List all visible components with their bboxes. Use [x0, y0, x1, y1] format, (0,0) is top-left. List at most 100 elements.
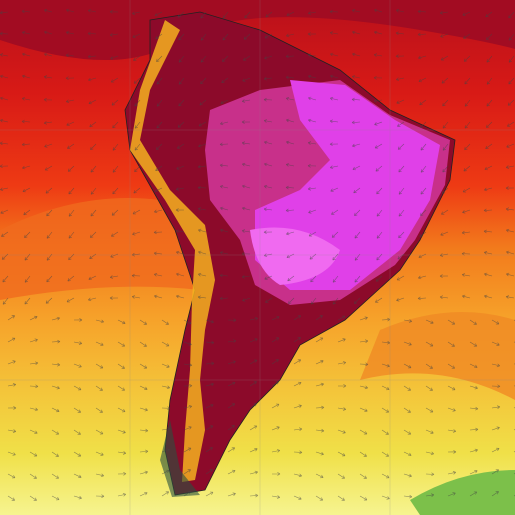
wind-arrow: [425, 451, 434, 456]
ocean-band: [0, 198, 200, 300]
wind-arrow: [43, 75, 53, 79]
wind-arrow: [249, 338, 258, 343]
wind-arrow: [0, 164, 9, 168]
wind-arrow: [29, 429, 38, 434]
wind-arrow: [271, 381, 279, 387]
wind-arrow: [469, 470, 478, 475]
wind-arrow: [469, 341, 478, 347]
wind-arrow: [359, 451, 367, 457]
wind-arrow: [486, 33, 493, 40]
wind-arrow: [403, 473, 412, 478]
wind-arrow: [425, 429, 434, 434]
wind-arrow: [359, 495, 368, 501]
wind-arrow: [486, 77, 493, 85]
wind-arrow: [491, 469, 500, 475]
wind-arrow: [330, 96, 339, 101]
wind-arrow: [88, 99, 97, 105]
wind-arrow: [483, 229, 493, 234]
wind-arrow: [425, 363, 433, 369]
wind-arrow: [21, 9, 31, 14]
wind-arrow: [66, 121, 75, 126]
wind-arrow: [178, 77, 185, 85]
wind-arrow: [396, 297, 405, 302]
wind-arrow: [161, 469, 170, 475]
wind-arrow: [351, 75, 361, 79]
wind-arrow: [420, 209, 427, 216]
wind-arrow: [376, 231, 383, 239]
wind-arrow: [418, 253, 427, 259]
wind-arrow: [447, 450, 457, 454]
wind-arrow: [491, 426, 500, 431]
wind-arrow: [331, 209, 339, 215]
wind-arrow: [132, 231, 141, 236]
wind-arrow: [285, 163, 295, 167]
wind-arrow: [359, 473, 367, 479]
wind-arrow: [197, 295, 207, 300]
wind-arrow: [222, 33, 229, 41]
wind-arrow: [359, 339, 369, 344]
wind-arrow: [374, 121, 383, 126]
wind-arrow: [22, 74, 31, 79]
wind-arrow: [263, 230, 273, 234]
wind-arrow: [89, 121, 97, 128]
wind-arrow: [51, 339, 61, 344]
wind-arrows: [0, 8, 515, 501]
wind-arrow: [315, 428, 325, 433]
wind-arrow: [200, 55, 207, 63]
wind-arrow: [198, 250, 207, 255]
wind-arrow: [112, 143, 119, 151]
wind-arrow: [117, 493, 127, 497]
wind-arrow: [7, 315, 15, 321]
wind-arrow: [178, 55, 185, 63]
wind-arrow: [0, 96, 9, 101]
wind-arrow: [139, 449, 149, 454]
wind-arrow: [227, 339, 237, 343]
wind-arrow: [175, 187, 185, 191]
wind-arrow: [90, 165, 97, 173]
wind-arrow: [227, 318, 237, 323]
wind-arrow: [153, 273, 163, 277]
ocean-band: [360, 312, 515, 400]
wind-arrow: [315, 382, 324, 387]
wind-arrow: [139, 492, 148, 497]
wind-arrow: [161, 427, 171, 431]
wind-arrow: [425, 341, 434, 347]
wind-arrow: [381, 495, 390, 500]
wind-arrow: [117, 451, 127, 455]
wind-arrow: [420, 143, 427, 151]
wind-arrow: [462, 209, 471, 214]
wind-arrow: [183, 319, 192, 325]
wind-arrow: [198, 272, 207, 277]
wind-arrow: [155, 33, 163, 40]
wind-arrow: [307, 11, 317, 15]
wind-arrow: [425, 407, 434, 413]
wind-arrow: [381, 340, 391, 345]
wind-arrow: [286, 140, 295, 145]
wind-arrow: [117, 407, 126, 413]
wind-arrow: [425, 493, 435, 497]
wind-arrow: [227, 403, 236, 409]
wind-arrow: [51, 316, 60, 321]
wind-arrow: [177, 143, 185, 149]
wind-arrow: [176, 272, 185, 277]
wind-arrow: [111, 231, 119, 237]
wind-arrow: [198, 143, 207, 148]
wind-arrow: [469, 448, 478, 453]
wind-arrow: [205, 340, 215, 345]
wind-arrow: [425, 319, 434, 324]
wind-arrow: [242, 77, 251, 82]
wind-arrow: [183, 469, 191, 475]
wind-arrow: [462, 294, 471, 299]
wind-arrow: [24, 275, 31, 283]
wind-arrow: [242, 184, 251, 189]
wind-arrow: [177, 11, 185, 18]
wind-arrow: [337, 315, 346, 321]
wind-arrow: [381, 385, 390, 391]
wind-arrow: [403, 319, 413, 323]
wind-arrow: [87, 31, 97, 36]
wind-arrow: [359, 385, 368, 390]
wind-arrow: [22, 187, 31, 193]
wind-arrow: [469, 385, 478, 390]
wind-arrow: [310, 297, 317, 305]
